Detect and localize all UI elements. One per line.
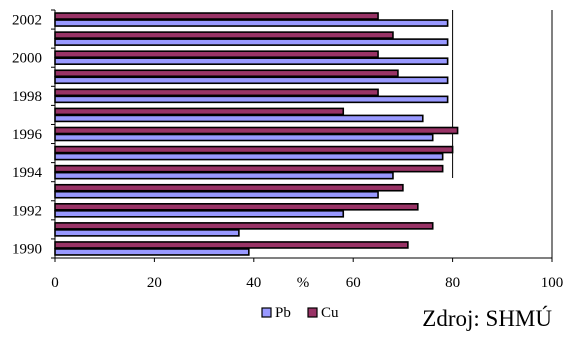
bar-cu-1991 [54, 222, 434, 230]
x-tick-label-0: 0 [51, 275, 59, 291]
bar-cu-1995 [54, 145, 454, 154]
legend-label-cu: Cu [321, 305, 339, 321]
legend-label-pb: Pb [275, 305, 291, 321]
bar-cu-1998 [54, 88, 379, 97]
bar-cu-1994 [54, 164, 444, 173]
bar-pb-1990 [54, 248, 250, 256]
x-tick-label-20: 20 [147, 275, 162, 291]
bar-cu-1990 [54, 241, 409, 249]
legend-swatch-pb [261, 307, 272, 318]
bar-pb-1996 [54, 133, 434, 142]
category-label-1992: 1992 [12, 203, 42, 219]
x-tick-labels: 0 20 40 60 80 100 [51, 275, 563, 291]
bar-cu-1997 [54, 107, 345, 116]
grid-lines [452, 10, 553, 258]
x-tick-label-80: 80 [445, 275, 460, 291]
x-tick-label-100: 100 [541, 275, 564, 291]
legend-swatch-cu [307, 307, 318, 318]
bar-pb-1993 [54, 190, 379, 199]
bar-pb-1999 [54, 76, 449, 85]
bar-cu-2002 [54, 12, 379, 20]
unit-label: % [297, 275, 310, 291]
bar-cu-1992 [54, 203, 419, 211]
category-label-1990: 1990 [12, 242, 42, 258]
category-label-1998: 1998 [12, 89, 42, 105]
bar-pb-2002 [54, 19, 449, 27]
source-note: Zdroj: SHMÚ [422, 306, 552, 331]
bar-cu-2001 [54, 31, 394, 39]
category-label-1996: 1996 [12, 127, 43, 143]
bar-pb-1991 [54, 229, 240, 237]
bar-pb-1992 [54, 210, 345, 218]
bar-pb-1995 [54, 152, 444, 161]
bar-cu-1996 [54, 126, 459, 135]
axes [51, 9, 553, 262]
category-label-2000: 2000 [12, 51, 42, 67]
x-tick-label-60: 60 [346, 275, 361, 291]
legend: Pb Cu [261, 305, 339, 321]
bar-pb-2000 [54, 57, 449, 65]
bar-cu-2000 [54, 50, 379, 58]
bar-pb-1997 [54, 114, 424, 123]
bar-pb-2001 [54, 38, 449, 46]
bars [54, 12, 459, 256]
category-label-1994: 1994 [12, 165, 43, 181]
category-label-2002: 2002 [12, 13, 42, 29]
category-labels: 1990 1992 1994 1996 1998 2000 2002 [12, 13, 43, 258]
bar-pb-1998 [54, 95, 449, 104]
bar-cu-1993 [54, 183, 404, 192]
x-tick-label-40: 40 [246, 275, 261, 291]
bar-pb-1994 [54, 171, 394, 180]
bar-cu-1999 [54, 69, 399, 78]
